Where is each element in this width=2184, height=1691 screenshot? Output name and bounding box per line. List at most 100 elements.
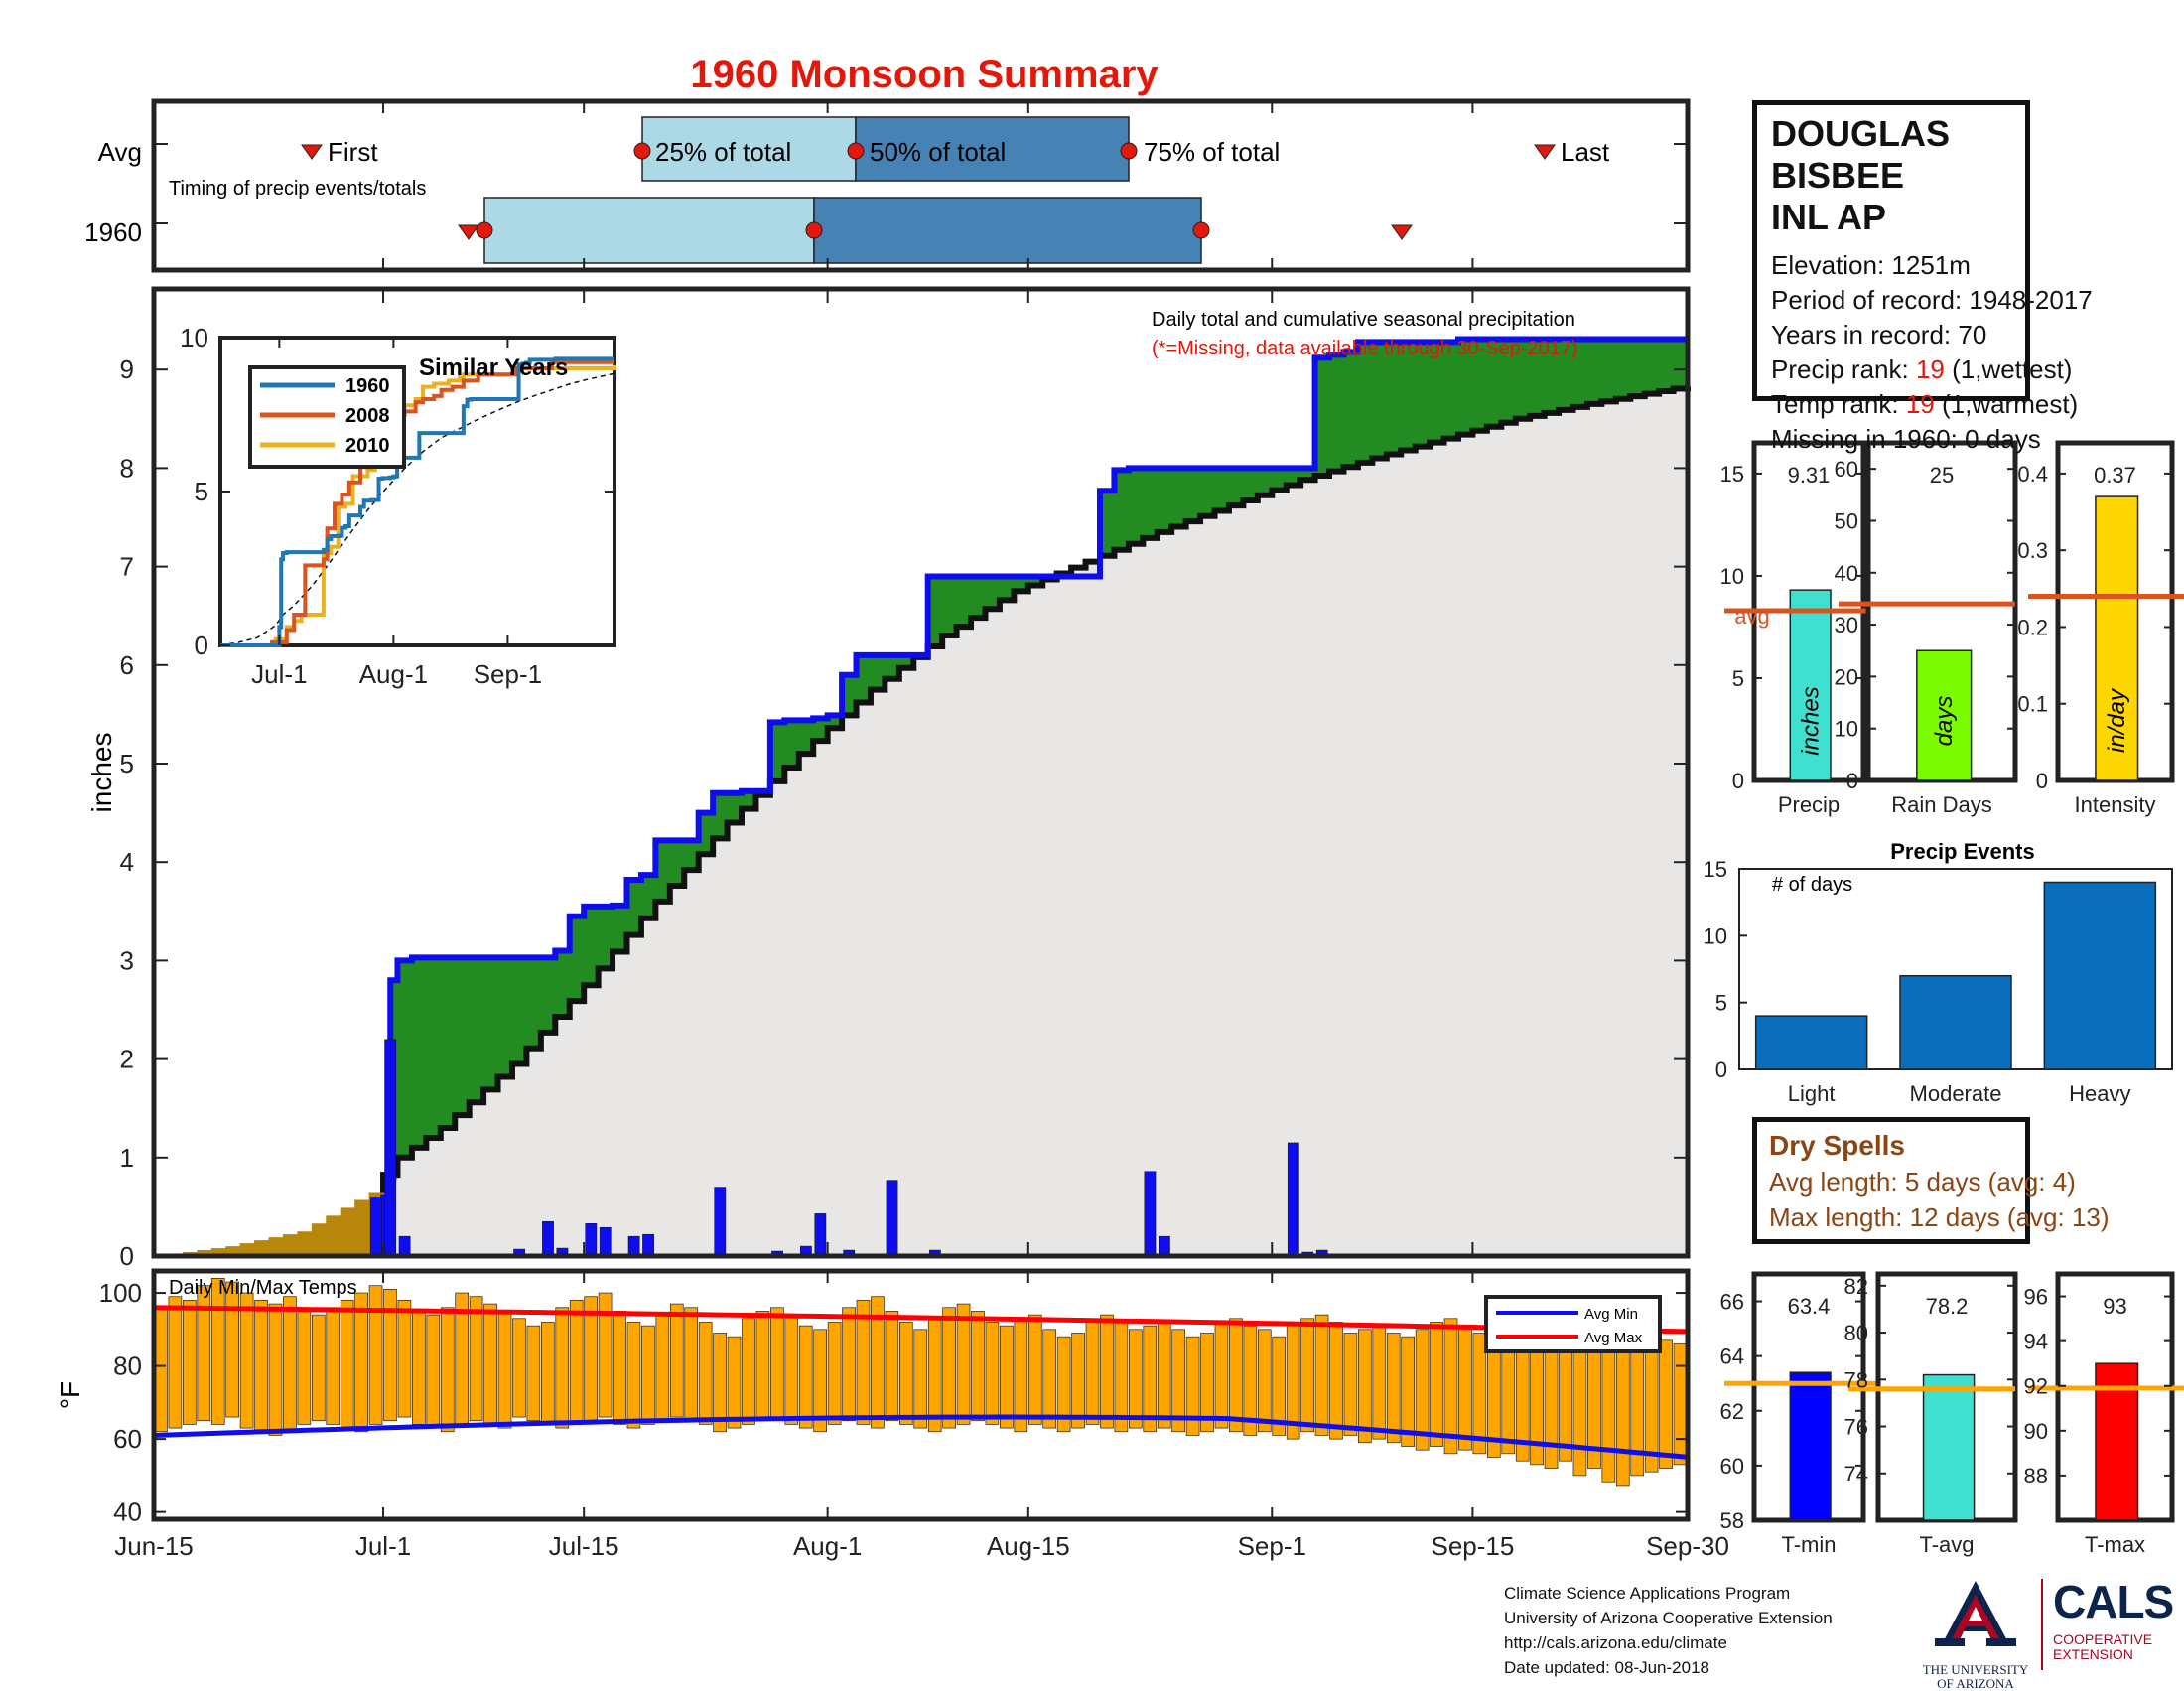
- cals-logo: CALS COOPERATIVE EXTENSION: [2053, 1576, 2174, 1662]
- x-tick-label: Jun-15: [114, 1531, 194, 1561]
- ua-a-icon: [1935, 1581, 2016, 1646]
- temp-range-bar: [827, 1322, 842, 1425]
- daily-precip-bar: [1144, 1171, 1157, 1257]
- logo-divider: [2041, 1579, 2043, 1670]
- temp-range-bar: [713, 1333, 727, 1433]
- 1960-first-marker: [458, 224, 479, 240]
- temp-range-bar: [1027, 1314, 1042, 1425]
- event-tick-label: 0: [1715, 1057, 1727, 1082]
- years-in-record: Years in record: 70: [1771, 320, 1987, 350]
- tmin-chart-bar: [1789, 1371, 1832, 1521]
- temp-range-bar: [283, 1296, 297, 1433]
- temp-range-bar: [971, 1311, 985, 1422]
- avg-25-marker: [633, 142, 651, 160]
- ua-logo: THE UNIVERSITY OF ARIZONA: [1921, 1577, 2030, 1691]
- temp-range-bar: [1157, 1322, 1171, 1429]
- avg-first-marker: [301, 144, 323, 160]
- temp-range-bar: [1100, 1314, 1114, 1429]
- temp-legend: [1484, 1295, 1662, 1353]
- temp-range-bar: [1185, 1336, 1200, 1436]
- inset-title: Similar Years: [419, 354, 568, 381]
- temp-range-bar: [426, 1314, 441, 1429]
- rain-days-chart-label: Rain Days: [1891, 792, 1991, 817]
- temp-range-bar: [842, 1307, 856, 1422]
- temp-range-bar: [856, 1300, 871, 1425]
- avg-75-label: 75% of total: [1144, 137, 1280, 167]
- temp-range-bar: [755, 1311, 770, 1422]
- temp-range-bar: [1415, 1329, 1430, 1451]
- dry-spells-title: Dry Spells: [1769, 1130, 1905, 1161]
- 1960-q1-box: [483, 197, 815, 264]
- credits-link[interactable]: http://cals.arizona.edu/climate: [1504, 1633, 1727, 1652]
- rain-days-chart-unit: days: [1931, 696, 1958, 747]
- temp-range-bar: [541, 1322, 555, 1425]
- temp-range-bar: [412, 1311, 426, 1425]
- temp-ylabel: °F: [55, 1381, 85, 1409]
- temp-range-bar: [268, 1303, 283, 1436]
- main-missing-note: (*=Missing, data available through 30-Se…: [1152, 338, 1578, 359]
- temp-range-bar: [512, 1318, 526, 1418]
- side-tick-label: 60: [1720, 1454, 1744, 1479]
- side-tick-label: 66: [1720, 1290, 1744, 1315]
- y-tick-label: 9: [120, 354, 134, 384]
- rain-days-chart-bar: [1916, 649, 1973, 781]
- temp-range-bar: [368, 1285, 383, 1425]
- daily-precip-bar: [542, 1221, 554, 1257]
- x-tick-label: Aug-15: [987, 1531, 1070, 1561]
- y-tick-label: 2: [120, 1045, 134, 1074]
- temp-range-bar: [1430, 1322, 1443, 1447]
- side-tick-label: 62: [1720, 1399, 1744, 1424]
- temp-range-bar: [210, 1278, 225, 1425]
- daily-precip-bar: [642, 1233, 654, 1257]
- event-tick-label: 5: [1715, 991, 1727, 1016]
- similar-years-inset: 0 5 10 Jul-1 Aug-1 Sep-1 Similar Years 1960 2…: [180, 323, 616, 689]
- avg-50-marker: [847, 142, 865, 160]
- side-tick-label: 10: [1835, 717, 1858, 742]
- tmax-chart-label: T-max: [2085, 1532, 2145, 1557]
- side-tick-label: 0.4: [2017, 462, 2048, 487]
- temp-range-bar: [684, 1307, 699, 1422]
- event-bar: [1754, 1015, 1868, 1070]
- average-cumulative-area: [383, 386, 1688, 1257]
- temp-range-bar: [1314, 1314, 1329, 1436]
- precip-events-chart: Precip Events # of days Light Moderate Hea…: [1704, 839, 2173, 1106]
- temp-range-bar: [297, 1311, 312, 1425]
- y-tick-label: 0: [120, 1241, 134, 1271]
- 1960-q2-box: [813, 197, 1202, 264]
- rain-days-chart: 0 10 20 30 40 50 60 25 Rain Days days: [1835, 440, 2018, 817]
- y-tick-label: 3: [120, 945, 134, 975]
- inset-legend-2008: 2008: [345, 405, 390, 427]
- avg-50-label: 50% of total: [870, 137, 1006, 167]
- temp-range-bar: [1458, 1325, 1472, 1451]
- temp-range-bar: [742, 1318, 755, 1425]
- temp-range-bar: [1171, 1329, 1185, 1433]
- 1960-last-marker: [1391, 224, 1413, 240]
- temp-range-bar: [197, 1285, 211, 1422]
- temp-range-bar: [354, 1292, 368, 1433]
- inset-x-label: Sep-1: [474, 659, 542, 689]
- temp-range-bar: [641, 1325, 655, 1425]
- period-of-record: Period of record: 1948-2017: [1771, 285, 2093, 315]
- temp-range-bar: [183, 1300, 197, 1425]
- side-tick-label: 96: [2024, 1285, 2048, 1310]
- x-tick-label: Jul-15: [549, 1531, 619, 1561]
- temp-range-bar: [340, 1300, 354, 1429]
- intensity-chart-label: Intensity: [2075, 792, 2156, 817]
- side-tick-label: 30: [1835, 613, 1858, 637]
- avg-last-label: Last: [1561, 137, 1610, 167]
- pre-season-area: [154, 1175, 398, 1256]
- side-tick-label: 74: [1844, 1462, 1868, 1486]
- temp-range-bar: [1401, 1336, 1416, 1447]
- temp-range-bar: [1343, 1333, 1358, 1436]
- 1960-50-marker: [805, 221, 823, 239]
- tmin-chart-label: T-min: [1782, 1532, 1837, 1557]
- temp-range-bar: [1056, 1336, 1071, 1433]
- side-tick-label: 60: [1835, 457, 1858, 482]
- side-tick-label: 0: [1846, 769, 1858, 793]
- event-category-label: Light: [1788, 1081, 1836, 1106]
- event-category-label: Heavy: [2069, 1081, 2130, 1106]
- 1960-75-marker: [1192, 221, 1210, 239]
- event-tick-label: 15: [1704, 857, 1727, 882]
- dry-max-length: Max length: 12 days (avg: 13): [1769, 1202, 2110, 1232]
- event-category-label: Moderate: [1910, 1081, 2002, 1106]
